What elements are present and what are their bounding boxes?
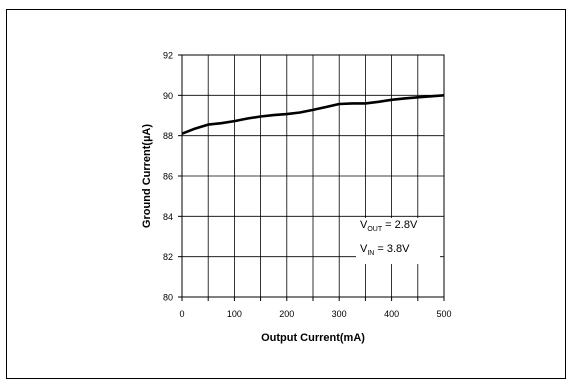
figure-frame — [6, 9, 566, 379]
tick-marks — [178, 54, 445, 301]
x-tick-label: 500 — [436, 309, 451, 319]
y-tick-label: 84 — [163, 212, 173, 222]
y-tick-label: 90 — [163, 91, 173, 101]
y-axis-title: Ground Current(µA) — [141, 124, 153, 228]
annotation-box: VOUT = 2.8V VIN = 3.8V — [356, 218, 440, 264]
y-tick-labels: 80 82 84 86 88 90 92 — [163, 51, 173, 303]
y-tick-label: 86 — [163, 172, 173, 182]
y-tick-label: 88 — [163, 131, 173, 141]
x-axis-title: Output Current(mA) — [261, 332, 365, 344]
series-line — [181, 94, 445, 135]
x-tick-label: 300 — [332, 309, 347, 319]
x-tick-label: 200 — [279, 309, 294, 319]
x-tick-label: 0 — [179, 309, 184, 319]
x-tick-label: 400 — [384, 309, 399, 319]
y-tick-label: 92 — [163, 51, 173, 61]
y-tick-label: 82 — [163, 252, 173, 262]
annotation-text: VOUT = 2.8V — [360, 219, 418, 233]
annotation-text: VIN = 3.8V — [360, 243, 410, 257]
y-tick-label: 80 — [163, 293, 173, 303]
annotation-background — [356, 218, 440, 264]
x-tick-label: 100 — [227, 309, 242, 319]
x-tick-labels: 0 100 200 300 400 500 — [179, 309, 451, 319]
